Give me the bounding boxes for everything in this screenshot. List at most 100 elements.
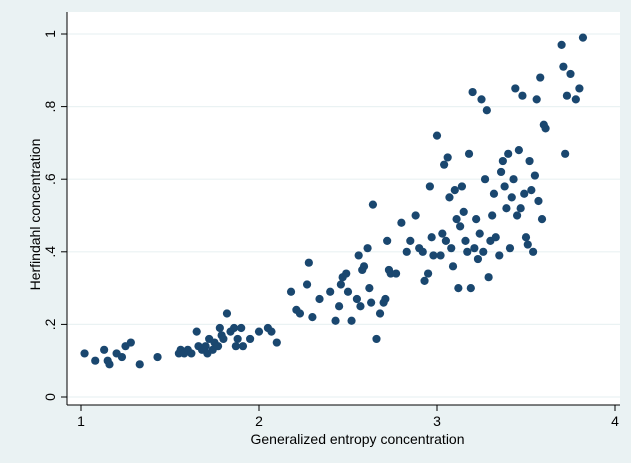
- data-point: [468, 87, 477, 97]
- data-point: [534, 196, 543, 206]
- data-point: [466, 284, 475, 293]
- data-point: [420, 276, 429, 285]
- data-point: [368, 200, 378, 209]
- data-point: [454, 284, 463, 293]
- data-point: [463, 247, 472, 256]
- y-tick-label: .6: [42, 173, 58, 185]
- y-tick-label: .2: [42, 318, 58, 330]
- data-point: [381, 294, 390, 304]
- data-point: [536, 73, 545, 82]
- data-point: [117, 352, 127, 362]
- data-point: [491, 233, 500, 242]
- axes: [66, 12, 620, 406]
- data-point: [331, 316, 340, 325]
- data-point: [479, 247, 488, 256]
- data-point: [347, 316, 356, 325]
- data-point: [513, 211, 522, 220]
- data-points: [80, 33, 588, 369]
- gridlines: [67, 33, 620, 398]
- data-point: [523, 240, 532, 249]
- y-tick-label: .8: [42, 101, 58, 113]
- data-point: [489, 189, 499, 198]
- y-tick-label: 0: [42, 393, 58, 401]
- data-point: [215, 323, 224, 333]
- data-point: [473, 254, 483, 264]
- data-point: [254, 327, 264, 336]
- data-point: [356, 302, 365, 311]
- data-point: [80, 349, 89, 358]
- data-point: [367, 298, 376, 307]
- data-point: [541, 124, 550, 133]
- data-point: [456, 222, 465, 231]
- y-axis-title: Herfindahl concentration: [27, 139, 43, 291]
- data-point: [441, 236, 450, 246]
- data-point: [231, 342, 240, 351]
- data-point: [448, 262, 458, 271]
- data-point: [343, 287, 353, 296]
- data-point: [352, 294, 361, 304]
- y-tick-label: 1: [42, 30, 58, 38]
- data-point: [238, 342, 248, 351]
- data-point: [304, 258, 313, 267]
- data-point: [432, 131, 442, 140]
- data-point: [516, 204, 525, 213]
- data-point: [397, 218, 406, 227]
- x-tick-label: 3: [433, 413, 441, 429]
- data-point: [457, 182, 467, 191]
- data-point: [406, 236, 415, 246]
- data-point: [530, 171, 540, 180]
- data-point: [126, 338, 135, 347]
- data-point: [326, 287, 335, 296]
- data-point: [500, 182, 509, 191]
- data-point: [518, 91, 527, 100]
- data-point: [383, 236, 392, 246]
- data-point: [342, 269, 351, 278]
- data-point: [402, 247, 411, 256]
- data-point: [504, 149, 513, 158]
- data-point: [445, 193, 454, 202]
- data-point: [363, 244, 372, 253]
- data-point: [527, 185, 536, 195]
- data-point: [365, 284, 374, 293]
- x-tick-label: 4: [611, 413, 619, 429]
- data-point: [484, 273, 493, 282]
- data-point: [475, 229, 484, 238]
- data-point: [521, 233, 531, 242]
- data-point: [514, 146, 523, 155]
- x-axis-title: Generalized entropy concentration: [250, 431, 464, 447]
- ticks: 1 2 3 4 0 .2 .4 .6 .8 1: [42, 30, 619, 429]
- data-point: [464, 149, 474, 158]
- data-point: [100, 345, 109, 354]
- data-point: [436, 251, 445, 260]
- data-point: [498, 156, 507, 166]
- data-point: [302, 280, 312, 289]
- data-point: [559, 62, 568, 71]
- x-tick-label: 1: [77, 413, 85, 429]
- data-point: [391, 269, 401, 278]
- data-point: [135, 360, 144, 369]
- data-point: [511, 84, 520, 93]
- data-point: [452, 215, 461, 224]
- data-point: [578, 33, 588, 42]
- data-point: [411, 211, 420, 220]
- data-point: [529, 247, 538, 256]
- data-point: [502, 204, 511, 213]
- data-point: [496, 167, 506, 177]
- data-point: [447, 244, 456, 253]
- data-point: [424, 269, 433, 278]
- data-point: [480, 175, 490, 184]
- data-point: [219, 334, 228, 344]
- data-point: [308, 313, 317, 322]
- data-point: [532, 95, 541, 104]
- data-point: [443, 153, 452, 162]
- data-point: [520, 189, 529, 198]
- data-point: [562, 91, 572, 100]
- data-point: [201, 342, 210, 351]
- data-point: [335, 302, 344, 311]
- plot-area: [67, 12, 620, 405]
- data-point: [237, 323, 246, 333]
- data-point: [375, 309, 385, 318]
- data-point: [246, 334, 255, 344]
